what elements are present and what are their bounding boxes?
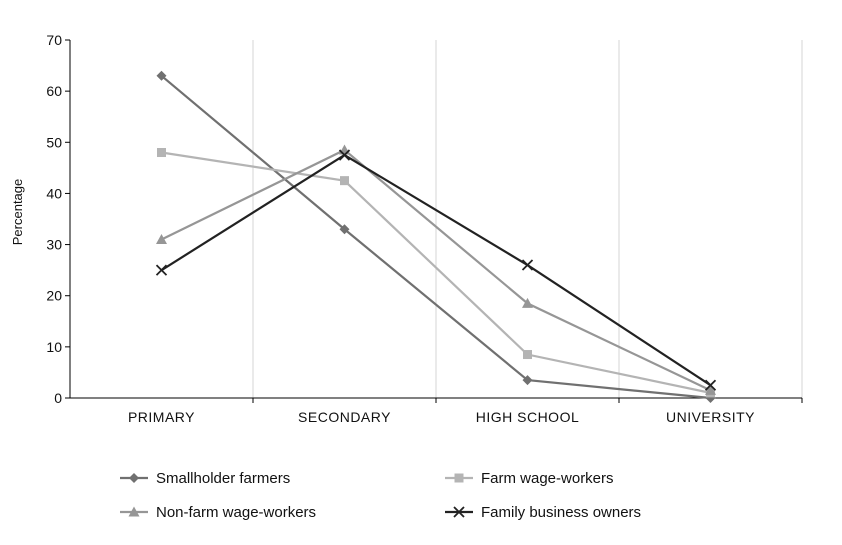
series-group — [155, 70, 717, 403]
y-tick-label: 50 — [46, 134, 62, 150]
legend-marker — [128, 506, 140, 517]
y-tick-label: 40 — [46, 185, 62, 201]
data-point — [522, 375, 533, 386]
data-point — [339, 144, 350, 155]
legend-label: Smallholder farmers — [156, 470, 290, 487]
data-point — [704, 379, 717, 391]
data-point — [338, 149, 351, 161]
x-category-label: UNIVERSITY — [666, 409, 755, 425]
legend-label: Family business owners — [481, 504, 641, 521]
data-point — [340, 176, 349, 186]
legend-marker — [454, 473, 464, 483]
legend-marker — [129, 473, 139, 483]
y-axis-label: Percentage — [10, 179, 25, 246]
gridlines — [252, 40, 803, 398]
legend-item: Non-farm wage-workers — [120, 504, 316, 521]
series-line — [160, 74, 711, 400]
data-point — [522, 297, 533, 308]
legend-label: Non-farm wage-workers — [156, 504, 316, 521]
x-category-label: SECONDARY — [298, 409, 391, 425]
series-line — [161, 151, 711, 394]
series-line — [160, 153, 712, 387]
y-tick-label: 10 — [46, 339, 62, 355]
legend-item: Farm wage-workers — [445, 470, 614, 487]
legend-item: Smallholder farmers — [120, 470, 290, 487]
y-tick-label: 70 — [46, 32, 62, 48]
x-category-label: HIGH SCHOOL — [476, 409, 580, 425]
x-category-label: PRIMARY — [128, 409, 195, 425]
series-line — [161, 148, 711, 392]
data-point — [339, 224, 350, 235]
data-point — [157, 148, 166, 158]
data-point — [156, 233, 167, 244]
data-point — [521, 259, 534, 271]
y-tick-label: 20 — [46, 288, 62, 304]
legend-label: Farm wage-workers — [481, 470, 614, 487]
legend: Smallholder farmers Farm wage-workers Non-… — [120, 470, 641, 521]
data-point — [523, 350, 532, 360]
y-tick-label: 0 — [54, 390, 62, 406]
y-tick-label: 30 — [46, 237, 62, 253]
legend-marker — [453, 506, 465, 518]
series-3 — [155, 149, 717, 391]
x-axis-ticks: PRIMARY SECONDARY HIGH SCHOOL UNIVERSITY — [128, 398, 803, 425]
data-point — [156, 70, 167, 81]
y-axis-ticks: 0 10 20 30 40 50 60 70 — [46, 32, 70, 406]
data-point — [155, 264, 168, 276]
legend-item: Family business owners — [445, 504, 641, 521]
y-tick-label: 60 — [46, 83, 62, 99]
data-point — [705, 384, 716, 395]
